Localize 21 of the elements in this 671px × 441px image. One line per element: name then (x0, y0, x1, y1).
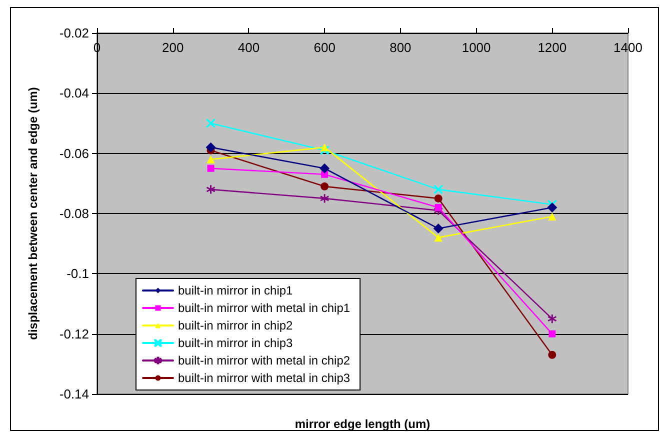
y-tick-label: -0.08 (59, 206, 89, 221)
y-tick-label: -0.04 (59, 86, 89, 101)
legend-label: built-in mirror in chip1 (178, 284, 294, 298)
legend-label: built-in mirror in chip2 (178, 318, 294, 332)
x-tick-label: 200 (162, 40, 184, 55)
x-tick-label: 1400 (614, 40, 642, 55)
x-tick-label: 800 (390, 40, 412, 55)
legend-label: built-in mirror with metal in chip2 (178, 354, 350, 368)
y-tick-label: -0.12 (59, 326, 89, 342)
legend-label: built-in mirror in chip3 (178, 336, 294, 350)
y-tick-label: -0.1 (66, 266, 89, 282)
x-tick-label: 400 (238, 40, 260, 55)
x-tick-label: 1000 (462, 40, 491, 55)
x-tick-label: 1200 (538, 40, 567, 55)
y-axis-title: displacement between center and edge (um) (26, 87, 40, 340)
y-tick-label: -0.06 (59, 146, 89, 161)
legend-label: built-in mirror with metal in chip3 (178, 371, 350, 385)
x-tick-label: 600 (314, 40, 336, 55)
y-tick-label: -0.14 (59, 386, 89, 402)
y-tick-label: -0.02 (59, 26, 89, 40)
legend-label: built-in mirror with metal in chip1 (178, 301, 350, 315)
